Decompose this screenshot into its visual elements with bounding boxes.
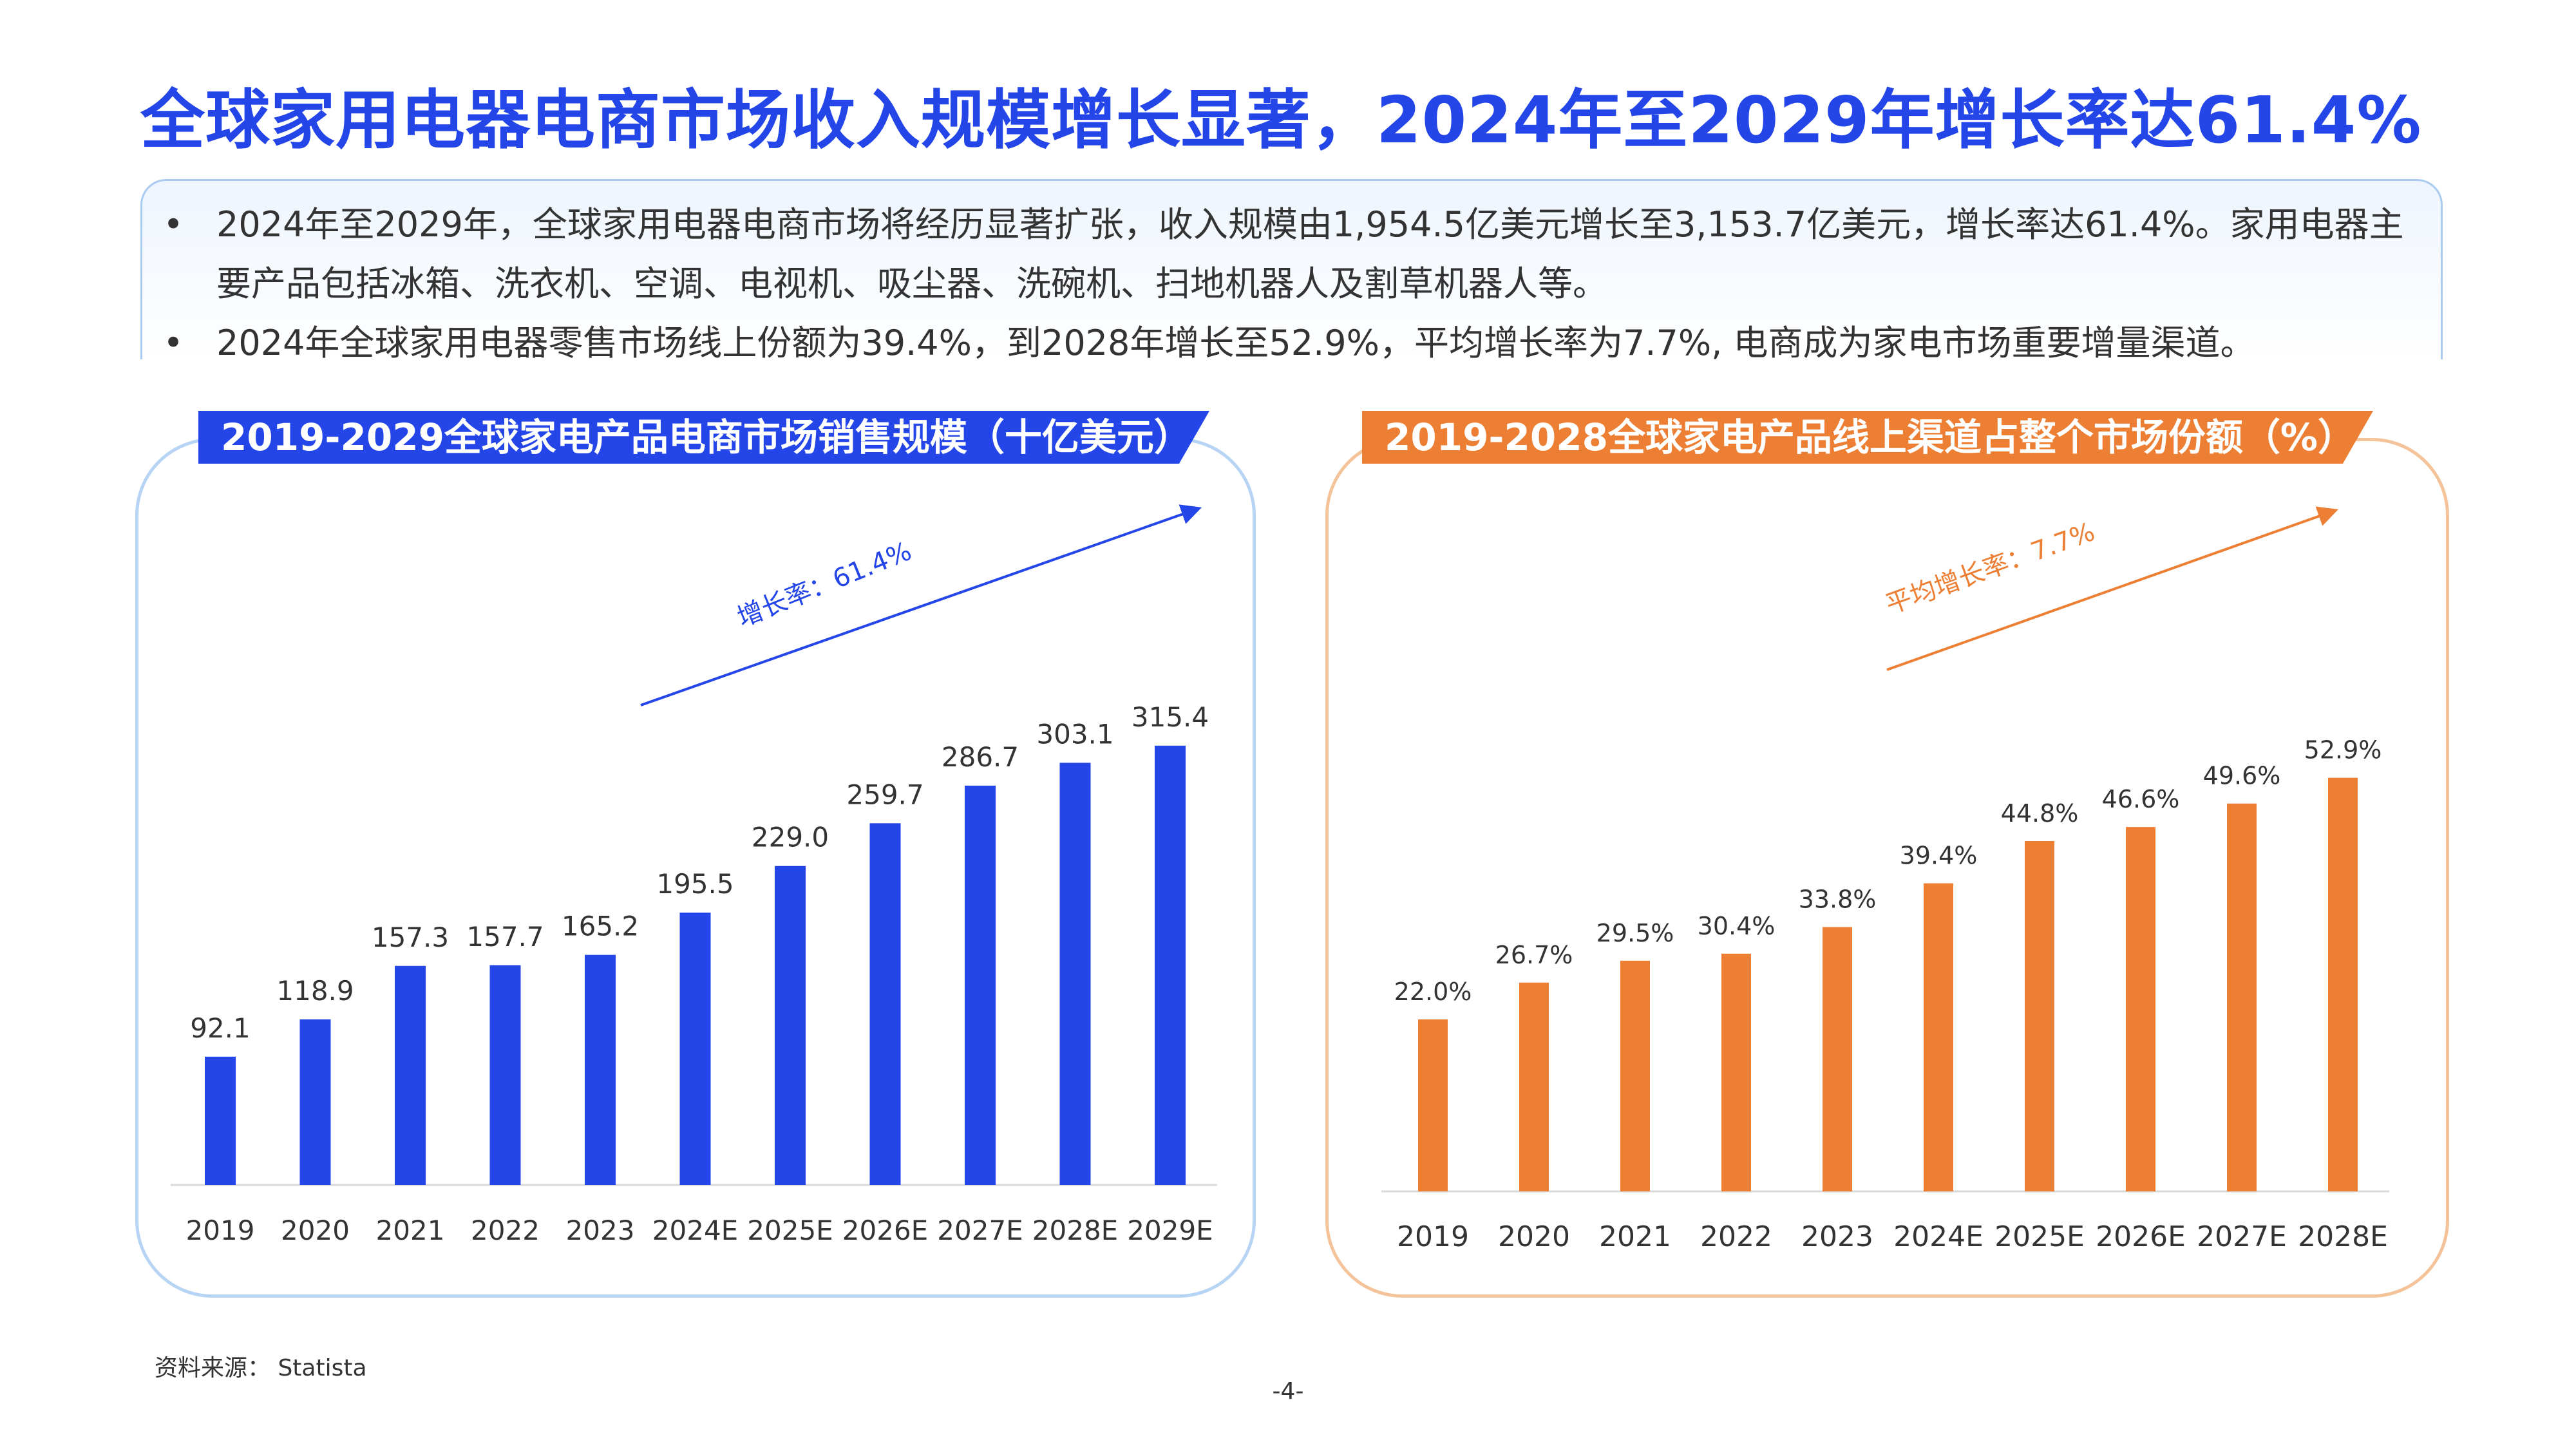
size-tick-label: 2024E — [652, 1215, 738, 1246]
size-data-label: 195.5 — [656, 868, 734, 900]
size-data-label: 165.2 — [562, 911, 639, 942]
share-data-label: 39.4% — [1900, 842, 1978, 870]
size-bar — [775, 866, 806, 1185]
share-bar — [1721, 953, 1751, 1191]
share-tick-label: 2024E — [1893, 1220, 1984, 1253]
share-bar — [1418, 1019, 1448, 1191]
share-tick-label: 2022 — [1700, 1220, 1772, 1253]
size-bar — [489, 965, 521, 1185]
share-tick-label: 2020 — [1498, 1220, 1570, 1253]
size-tick-label: 2027E — [937, 1215, 1023, 1246]
page-number: -4- — [1272, 1378, 1304, 1405]
size-bar — [1059, 762, 1091, 1185]
size-data-label: 315.4 — [1132, 701, 1209, 733]
page-title: 全球家用电器电商市场收入规模增长显著，2024年至2029年增长率达61.4% — [140, 82, 2422, 158]
size-data-label: 286.7 — [942, 741, 1019, 773]
share-bar — [2328, 777, 2358, 1191]
summary-list: • 2024年至2029年，全球家用电器电商市场将经历显著扩张，收入规模由1,9… — [142, 181, 2441, 373]
share-tick-label: 2028E — [2298, 1220, 2388, 1253]
share-bar — [2227, 803, 2257, 1191]
share-growth-annotation: 平均增长率：7.7% — [1882, 517, 2099, 620]
share-tick-label: 2023 — [1801, 1220, 1873, 1253]
share-data-label: 49.6% — [2203, 762, 2281, 790]
summary-item-text: 2024年全球家用电器零售市场线上份额为39.4%，到2028年增长至52.9%… — [216, 323, 2255, 363]
size-data-label: 259.7 — [846, 779, 923, 810]
size-tick-label: 2029E — [1127, 1215, 1213, 1246]
share-bar — [1620, 960, 1650, 1191]
share-data-label: 30.4% — [1698, 912, 1776, 940]
size-tick-label: 2028E — [1032, 1215, 1118, 1246]
summary-box: • 2024年至2029年，全球家用电器电商市场将经历显著扩张，收入规模由1,9… — [140, 179, 2443, 363]
size-trend-arrow — [640, 504, 1202, 706]
size-bar — [679, 913, 711, 1185]
size-tick-label: 2023 — [566, 1215, 635, 1246]
size-bar — [869, 823, 901, 1185]
bullet-icon: • — [163, 204, 184, 245]
size-tick-label: 2019 — [186, 1215, 255, 1246]
size-tick-label: 2026E — [842, 1215, 928, 1246]
market-size-bar-chart: 92.1 2019 118.9 2020 157.3 2021 157.7 2022 165.2… — [171, 504, 1217, 1246]
size-tick-label: 2022 — [471, 1215, 540, 1246]
size-bar — [1155, 745, 1186, 1185]
share-data-label: 29.5% — [1596, 919, 1674, 947]
source-note: 资料来源： Statista — [155, 1355, 367, 1381]
size-bar — [965, 785, 996, 1185]
share-data-label: 52.9% — [2304, 736, 2382, 764]
share-bar — [2126, 827, 2155, 1191]
size-tick-label: 2020 — [281, 1215, 350, 1246]
share-tick-label: 2026E — [2096, 1220, 2186, 1253]
size-bar — [585, 954, 616, 1185]
share-bar — [1519, 982, 1549, 1191]
size-data-label: 303.1 — [1036, 718, 1113, 750]
summary-item-text: 2024年至2029年，全球家用电器电商市场将经历显著扩张，收入规模由1,954… — [216, 204, 2404, 304]
share-bar — [1924, 883, 1953, 1191]
share-tick-label: 2019 — [1397, 1220, 1469, 1253]
size-bar — [395, 965, 426, 1185]
online-share-bar-chart: 22.0% 2019 26.7% 2020 29.5% 2021 30.4% 2022 33.8… — [1381, 506, 2389, 1253]
size-data-label: 92.1 — [190, 1012, 251, 1044]
share-bar — [2025, 841, 2054, 1191]
share-bar — [1823, 927, 1852, 1191]
share-tick-label: 2021 — [1599, 1220, 1671, 1253]
size-data-label: 118.9 — [276, 975, 354, 1007]
summary-item: • 2024年全球家用电器零售市场线上份额为39.4%，到2028年增长至52.… — [142, 314, 2409, 373]
share-tick-label: 2027E — [2197, 1220, 2287, 1253]
online-share-chart-title: 2019-2028全球家电产品线上渠道占整个市场份额（%） — [1362, 411, 2373, 464]
size-data-label: 229.0 — [752, 822, 829, 853]
size-tick-label: 2025E — [747, 1215, 833, 1246]
share-tick-label: 2025E — [1994, 1220, 2085, 1253]
share-data-label: 26.7% — [1495, 941, 1573, 969]
share-trend-arrow — [1886, 506, 2339, 671]
size-tick-label: 2021 — [376, 1215, 445, 1246]
summary-item: • 2024年至2029年，全球家用电器电商市场将经历显著扩张，收入规模由1,9… — [142, 195, 2409, 314]
size-data-label: 157.7 — [466, 921, 544, 952]
share-data-label: 44.8% — [2001, 799, 2079, 828]
share-data-label: 33.8% — [1799, 886, 1877, 914]
share-data-label: 46.6% — [2102, 785, 2180, 813]
size-bar — [299, 1019, 331, 1185]
bullet-icon: • — [163, 323, 184, 363]
size-data-label: 157.3 — [372, 922, 449, 953]
market-size-chart-title: 2019-2029全球家电产品电商市场销售规模（十亿美元） — [198, 411, 1209, 464]
share-data-label: 22.0% — [1394, 978, 1472, 1006]
size-bar — [205, 1056, 236, 1185]
